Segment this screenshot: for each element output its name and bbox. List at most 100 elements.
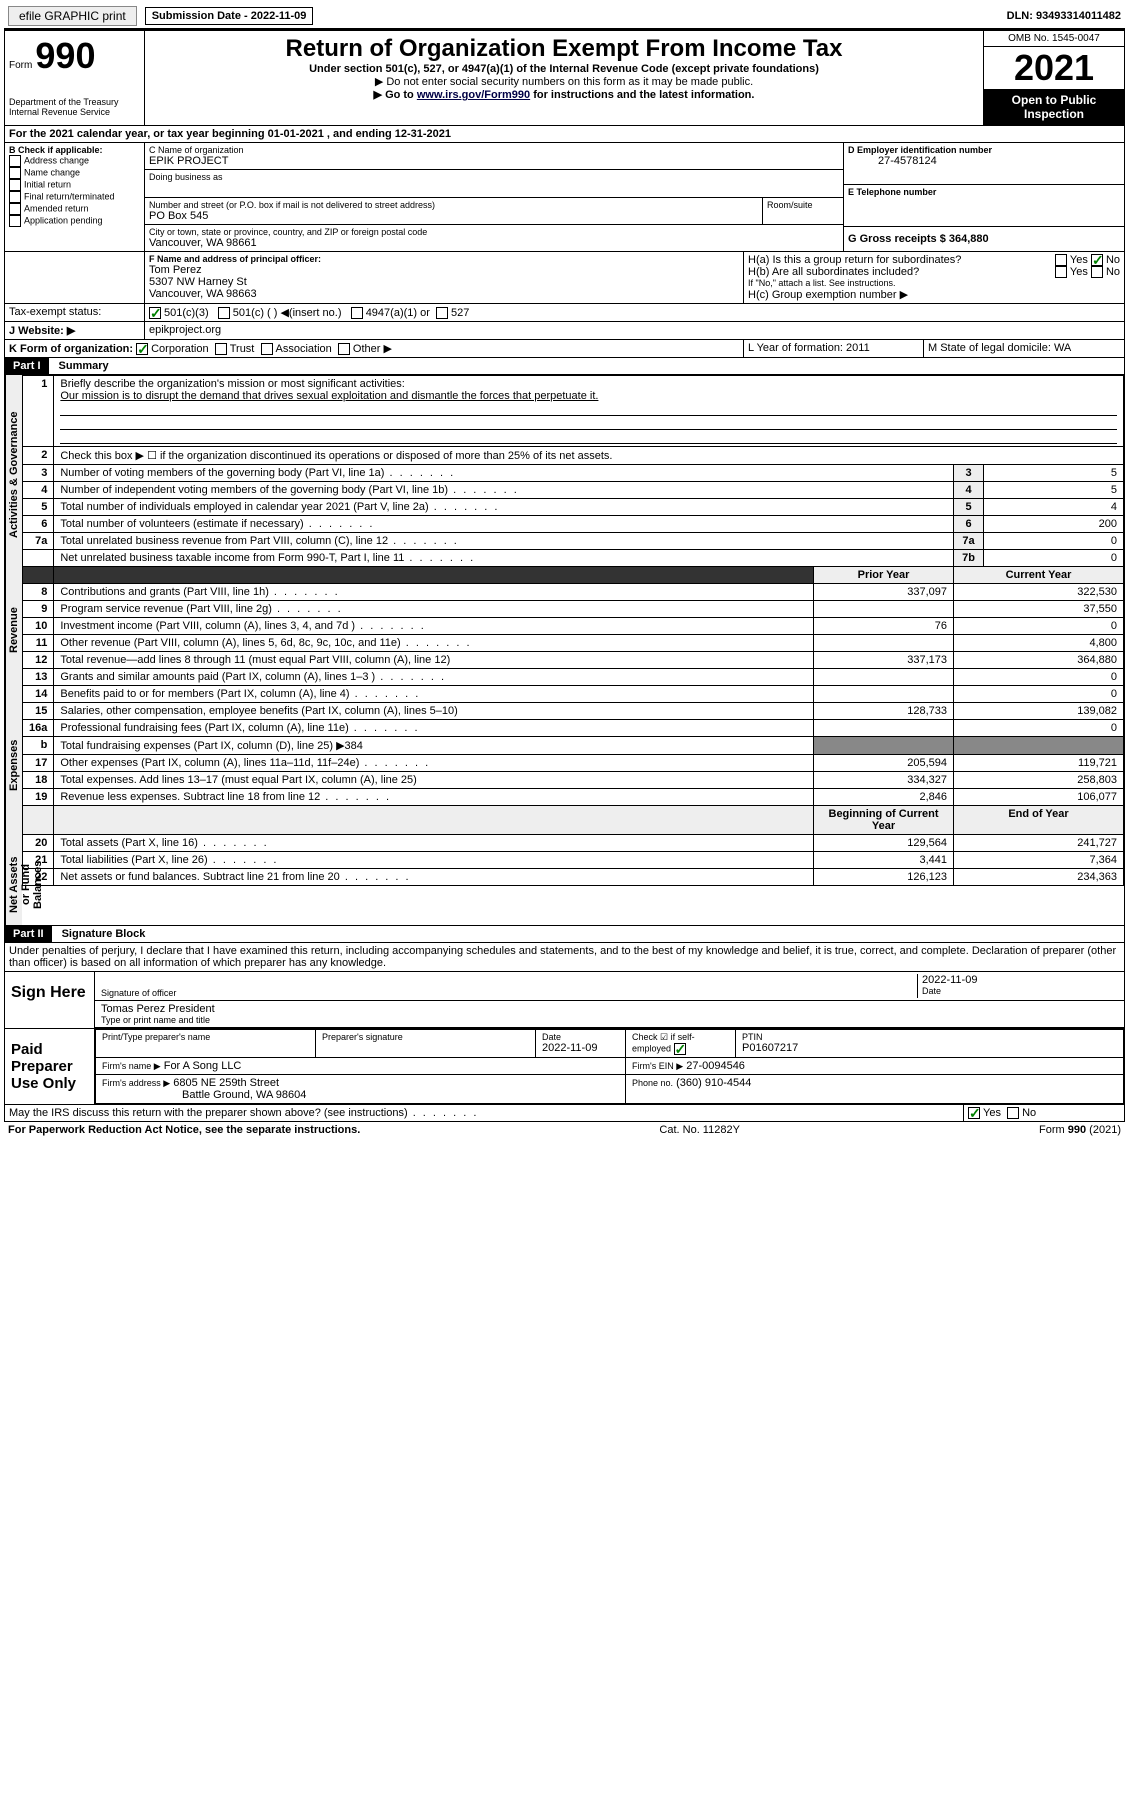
discuss-row: May the IRS discuss this return with the… <box>4 1105 1125 1122</box>
form-word: Form <box>9 60 32 71</box>
omb-number: OMB No. 1545-0047 <box>984 31 1124 47</box>
city-label: City or town, state or province, country… <box>149 227 839 237</box>
irs-link[interactable]: www.irs.gov/Form990 <box>417 89 530 101</box>
vert-expenses: Expenses <box>5 685 22 845</box>
table-row: Net unrelated business taxable income fr… <box>23 550 1124 567</box>
paid-preparer-section: Paid Preparer Use Only Print/Type prepar… <box>4 1029 1125 1105</box>
table-row: 5Total number of individuals employed in… <box>23 499 1124 516</box>
section-b-label: B Check if applicable: <box>9 145 140 155</box>
summary-table: 1 Briefly describe the organization's mi… <box>22 375 1124 886</box>
table-row: 3Number of voting members of the governi… <box>23 465 1124 482</box>
table-row: 19Revenue less expenses. Subtract line 1… <box>23 789 1124 806</box>
type-name-label: Type or print name and title <box>101 1015 1118 1025</box>
room-label: Room/suite <box>763 198 843 224</box>
form-subtitle-1: Under section 501(c), 527, or 4947(a)(1)… <box>149 63 979 75</box>
check-final-return[interactable]: Final return/terminated <box>9 191 140 203</box>
table-row: 21Total liabilities (Part X, line 26)3,4… <box>23 852 1124 869</box>
org-name: EPIK PROJECT <box>149 155 839 167</box>
firm-addr2: Battle Ground, WA 98604 <box>102 1089 306 1101</box>
table-row: 12Total revenue—add lines 8 through 11 (… <box>23 652 1124 669</box>
check-name-change[interactable]: Name change <box>9 167 140 179</box>
check-501c[interactable] <box>218 307 230 319</box>
form-number: 990 <box>35 35 95 76</box>
check-self-employed[interactable] <box>674 1043 686 1055</box>
part1-badge: Part I <box>5 358 49 374</box>
table-row: 8Contributions and grants (Part VIII, li… <box>23 584 1124 601</box>
section-i: Tax-exempt status: 501(c)(3) 501(c) ( ) … <box>4 304 1125 322</box>
q2-text: Check this box ▶ ☐ if the organization d… <box>54 447 1124 465</box>
discuss-no[interactable] <box>1007 1107 1019 1119</box>
firm-addr1: 6805 NE 259th Street <box>173 1077 279 1089</box>
tel-label: E Telephone number <box>848 187 1120 197</box>
check-application-pending[interactable]: Application pending <box>9 215 140 227</box>
section-d: D Employer identification number 27-4578… <box>844 143 1124 251</box>
check-527[interactable] <box>436 307 448 319</box>
dept-label: Department of the Treasury <box>9 97 140 107</box>
footer-mid: Cat. No. 11282Y <box>659 1124 740 1136</box>
tax-year: 2021 <box>984 47 1124 89</box>
table-row: 18Total expenses. Add lines 13–17 (must … <box>23 772 1124 789</box>
table-row: 16aProfessional fundraising fees (Part I… <box>23 720 1124 737</box>
officer-addr2: Vancouver, WA 98663 <box>149 288 739 300</box>
vert-net-assets: Net Assets or Fund Balances <box>5 845 22 925</box>
check-4947[interactable] <box>351 307 363 319</box>
part2-header-row: Part II Signature Block <box>4 926 1125 943</box>
officer-printed-name: Tomas Perez President <box>101 1003 1118 1015</box>
org-address: PO Box 545 <box>149 210 758 222</box>
part2-title: Signature Block <box>52 928 146 940</box>
vert-revenue: Revenue <box>5 575 22 685</box>
check-amended-return[interactable]: Amended return <box>9 203 140 215</box>
hb-yes[interactable] <box>1055 266 1067 278</box>
check-initial-return[interactable]: Initial return <box>9 179 140 191</box>
form-990-document: efile GRAPHIC print Submission Date - 20… <box>0 0 1129 1142</box>
paid-preparer-label: Paid Preparer Use Only <box>5 1029 95 1104</box>
ptin-value: P01607217 <box>742 1042 1117 1054</box>
firm-name: For A Song LLC <box>164 1060 242 1072</box>
sections-bcd: B Check if applicable: Address change Na… <box>4 143 1125 252</box>
check-assoc[interactable] <box>261 343 273 355</box>
dln-label: DLN: 93493314011482 <box>1007 10 1121 22</box>
check-address-change[interactable]: Address change <box>9 155 140 167</box>
section-h: H(a) Is this a group return for subordin… <box>744 252 1124 303</box>
check-trust[interactable] <box>215 343 227 355</box>
table-row: 10Investment income (Part VIII, column (… <box>23 618 1124 635</box>
firm-ein: 27-0094546 <box>686 1060 745 1072</box>
sig-date-value: 2022-11-09 <box>922 974 1118 986</box>
check-other[interactable] <box>338 343 350 355</box>
ha-no[interactable] <box>1091 254 1103 266</box>
hb-no[interactable] <box>1091 266 1103 278</box>
sig-officer-label: Signature of officer <box>101 988 917 998</box>
form-id-block: Form 990 Department of the Treasury Inte… <box>5 31 145 125</box>
check-corp[interactable] <box>136 343 148 355</box>
vert-governance: Activities & Governance <box>5 375 22 575</box>
part1-body: Activities & Governance Revenue Expenses… <box>4 375 1125 926</box>
sig-date-label: Date <box>922 986 1118 996</box>
sign-here-section: Sign Here Signature of officer 2022-11-0… <box>4 972 1125 1029</box>
hb-note: If "No," attach a list. See instructions… <box>748 278 1120 288</box>
section-a-row: For the 2021 calendar year, or tax year … <box>4 126 1125 143</box>
efile-print-button[interactable]: efile GRAPHIC print <box>8 6 137 26</box>
website-value: epikproject.org <box>145 322 1124 339</box>
table-row: 15Salaries, other compensation, employee… <box>23 703 1124 720</box>
penalty-text: Under penalties of perjury, I declare th… <box>4 943 1125 972</box>
part1-header-row: Part I Summary <box>4 358 1125 375</box>
tax-exempt-label: Tax-exempt status: <box>5 304 145 321</box>
irs-label: Internal Revenue Service <box>9 107 140 117</box>
table-row: 6Total number of volunteers (estimate if… <box>23 516 1124 533</box>
discuss-yes[interactable] <box>968 1107 980 1119</box>
q1-label: Briefly describe the organization's miss… <box>60 378 1117 390</box>
section-b: B Check if applicable: Address change Na… <box>5 143 145 251</box>
ha-yes[interactable] <box>1055 254 1067 266</box>
ein-label: D Employer identification number <box>848 145 1120 155</box>
page-footer: For Paperwork Reduction Act Notice, see … <box>4 1122 1125 1138</box>
table-row: 17Other expenses (Part IX, column (A), l… <box>23 755 1124 772</box>
section-k: K Form of organization: Corporation Trus… <box>5 340 744 357</box>
tax-year-period: For the 2021 calendar year, or tax year … <box>5 126 1124 142</box>
sections-fh: F Name and address of principal officer:… <box>4 252 1125 304</box>
table-row: bTotal fundraising expenses (Part IX, co… <box>23 737 1124 755</box>
form-title: Return of Organization Exempt From Incom… <box>149 35 979 63</box>
prior-year-header: Prior Year <box>814 567 954 584</box>
table-row: 11Other revenue (Part VIII, column (A), … <box>23 635 1124 652</box>
current-year-header: Current Year <box>954 567 1124 584</box>
check-501c3[interactable] <box>149 307 161 319</box>
